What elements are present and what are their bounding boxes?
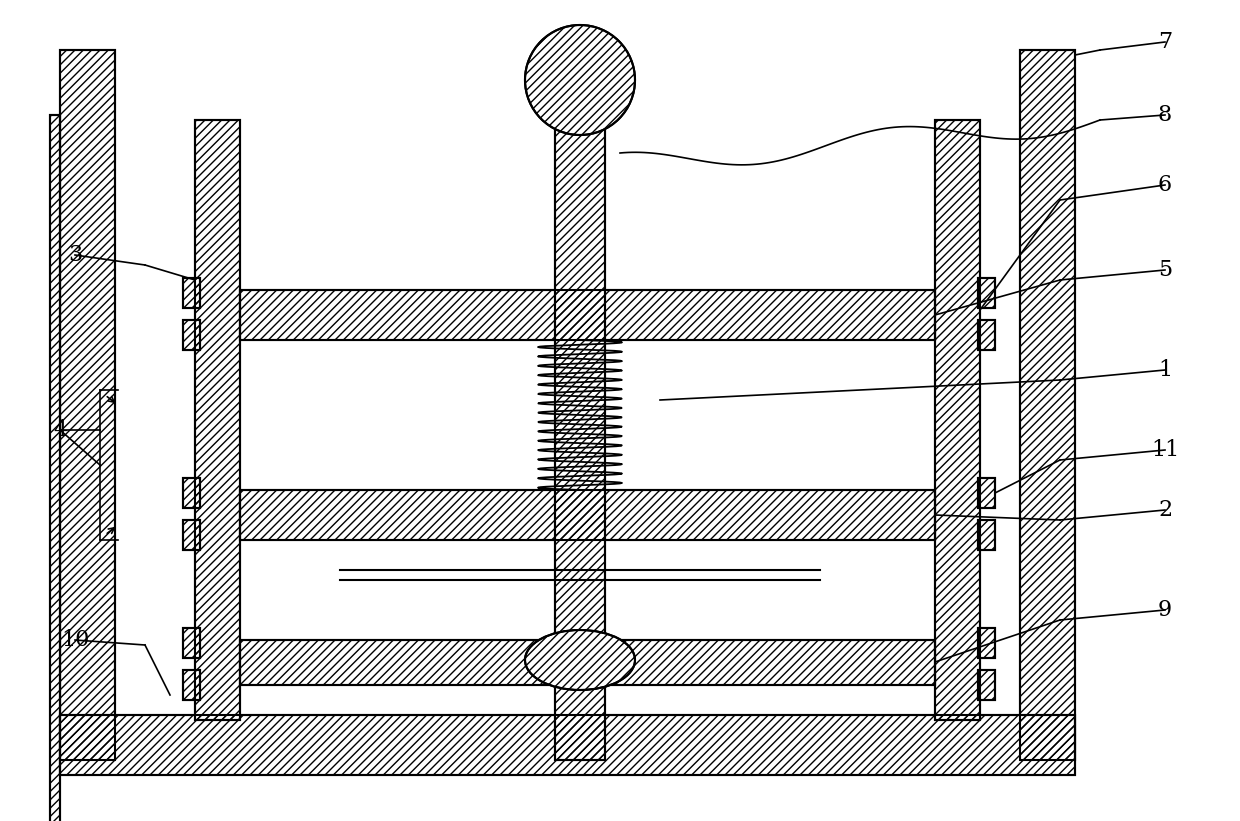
Text: 5: 5 <box>1158 259 1172 281</box>
Bar <box>978 670 994 700</box>
Bar <box>978 278 994 308</box>
Bar <box>978 670 994 700</box>
Bar <box>978 520 994 550</box>
Bar <box>241 290 935 340</box>
Text: 2: 2 <box>1158 499 1172 521</box>
Bar <box>978 320 994 350</box>
Bar <box>60 715 1075 775</box>
Bar <box>184 278 200 308</box>
Bar <box>184 478 200 508</box>
Bar <box>1021 50 1075 760</box>
Bar <box>184 670 200 700</box>
Bar <box>184 320 200 350</box>
Bar <box>50 115 60 821</box>
Text: 4: 4 <box>53 419 67 441</box>
Circle shape <box>525 25 635 135</box>
Bar <box>978 628 994 658</box>
Text: 3: 3 <box>68 244 82 266</box>
Bar <box>1021 50 1075 760</box>
Text: 9: 9 <box>1158 599 1172 621</box>
Bar <box>184 628 200 658</box>
Bar <box>241 640 935 685</box>
Bar <box>50 115 60 821</box>
Bar <box>195 120 241 720</box>
Bar <box>978 478 994 508</box>
Bar <box>978 278 994 308</box>
Bar <box>241 640 935 685</box>
Bar <box>935 120 980 720</box>
Text: 7: 7 <box>1158 31 1172 53</box>
Bar <box>60 50 115 760</box>
Bar <box>935 120 980 720</box>
Bar <box>978 320 994 350</box>
Bar <box>184 520 200 550</box>
Bar <box>978 520 994 550</box>
Text: 8: 8 <box>1158 104 1172 126</box>
Bar <box>241 490 935 540</box>
Bar <box>241 290 935 340</box>
Bar <box>184 478 200 508</box>
Bar <box>184 320 200 350</box>
Text: 6: 6 <box>1158 174 1172 196</box>
Bar <box>556 115 605 760</box>
Bar <box>184 628 200 658</box>
Text: 11: 11 <box>1151 439 1179 461</box>
Bar <box>556 115 605 760</box>
Ellipse shape <box>525 630 635 690</box>
Bar <box>184 520 200 550</box>
Bar <box>241 490 935 540</box>
Bar <box>978 628 994 658</box>
Bar <box>60 50 115 760</box>
Bar <box>195 120 241 720</box>
Bar <box>184 670 200 700</box>
Bar <box>978 478 994 508</box>
Text: 1: 1 <box>1158 359 1172 381</box>
Bar <box>184 278 200 308</box>
Text: 10: 10 <box>61 629 89 651</box>
Bar <box>60 715 1075 775</box>
